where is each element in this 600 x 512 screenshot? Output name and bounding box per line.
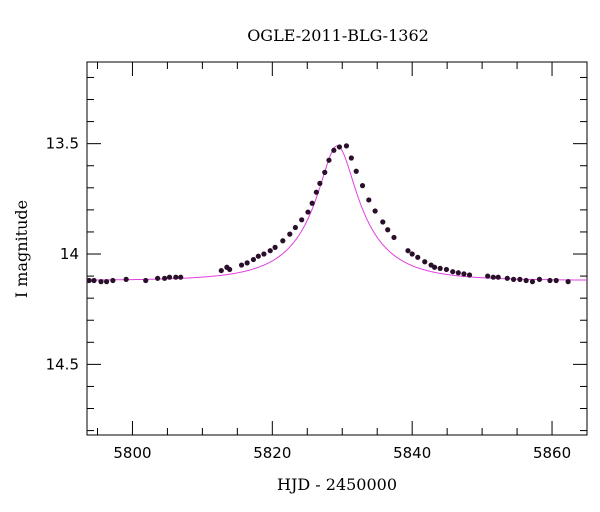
- data-point: [336, 144, 343, 150]
- data-point: [553, 277, 559, 284]
- data-point: [86, 277, 92, 284]
- data-point: [565, 279, 571, 285]
- data-point: [244, 260, 250, 266]
- data-point: [98, 279, 104, 285]
- data-point: [227, 266, 233, 273]
- data-point: [523, 277, 529, 284]
- chart-title: OGLE-2011-BLG-1362: [247, 26, 429, 45]
- data-point: [359, 183, 366, 189]
- data-point: [504, 275, 510, 281]
- data-point: [155, 275, 161, 281]
- x-tick-label: 5820: [253, 444, 291, 462]
- data-point: [380, 219, 386, 225]
- data-point: [238, 262, 245, 268]
- data-point: [267, 248, 273, 254]
- data-point: [280, 238, 286, 244]
- data-point: [385, 227, 391, 233]
- data-point: [255, 253, 261, 259]
- y-axis-label: I magnitude: [12, 200, 31, 298]
- data-point: [437, 265, 443, 271]
- data-point: [166, 274, 173, 280]
- data-point: [495, 274, 501, 280]
- data-point: [536, 276, 543, 282]
- x-axis-label: HJD - 2450000: [277, 475, 397, 494]
- plot-border: [86, 61, 588, 436]
- data-point: [143, 277, 149, 284]
- data-point: [272, 244, 278, 250]
- data-point: [317, 180, 323, 186]
- data-point: [485, 273, 491, 279]
- data-point: [431, 264, 438, 270]
- data-point: [178, 274, 184, 280]
- data-point: [103, 279, 110, 285]
- data-point: [110, 277, 116, 284]
- data-point: [331, 147, 337, 153]
- data-point: [455, 270, 461, 276]
- data-point: [348, 155, 354, 161]
- data-point: [510, 276, 517, 282]
- data-point: [466, 272, 473, 278]
- data-points: [86, 143, 571, 285]
- data-point: [443, 266, 450, 273]
- y-tick-label: 14: [60, 245, 79, 263]
- data-point: [250, 256, 257, 263]
- y-tick-label: 13.5: [46, 135, 79, 153]
- data-point: [366, 197, 372, 203]
- data-point: [162, 275, 168, 281]
- data-point: [343, 143, 350, 149]
- data-point: [309, 200, 315, 206]
- data-point: [287, 231, 293, 237]
- y-tick-label: 14.5: [46, 355, 79, 373]
- model-curve: [86, 145, 587, 281]
- x-tick-label: 5800: [113, 444, 151, 462]
- data-point: [322, 169, 328, 175]
- data-point: [372, 208, 378, 214]
- data-point: [123, 276, 129, 282]
- plot-area: [86, 61, 588, 436]
- data-point: [218, 267, 224, 274]
- data-point: [299, 217, 305, 223]
- data-point: [292, 224, 298, 231]
- data-point: [313, 189, 319, 195]
- data-point: [461, 271, 467, 277]
- data-point: [415, 254, 421, 260]
- data-point: [326, 157, 332, 163]
- data-point: [450, 269, 456, 275]
- data-point: [91, 277, 97, 284]
- data-point: [305, 209, 311, 215]
- data-point: [173, 274, 179, 280]
- data-point: [422, 259, 428, 265]
- data-point: [405, 248, 411, 254]
- data-point: [261, 251, 267, 257]
- data-point: [353, 168, 359, 174]
- data-point: [529, 279, 536, 285]
- data-point: [490, 274, 496, 280]
- data-point: [517, 276, 523, 282]
- x-tick-label: 5860: [533, 444, 571, 462]
- x-tick-label: 5840: [393, 444, 431, 462]
- axis-tick-labels: 5800 5820 5840 5860 13.5 14 14.5: [46, 135, 572, 462]
- axis-ticks: [87, 62, 588, 435]
- data-point: [409, 251, 415, 257]
- data-point: [547, 277, 553, 284]
- data-point: [391, 234, 397, 241]
